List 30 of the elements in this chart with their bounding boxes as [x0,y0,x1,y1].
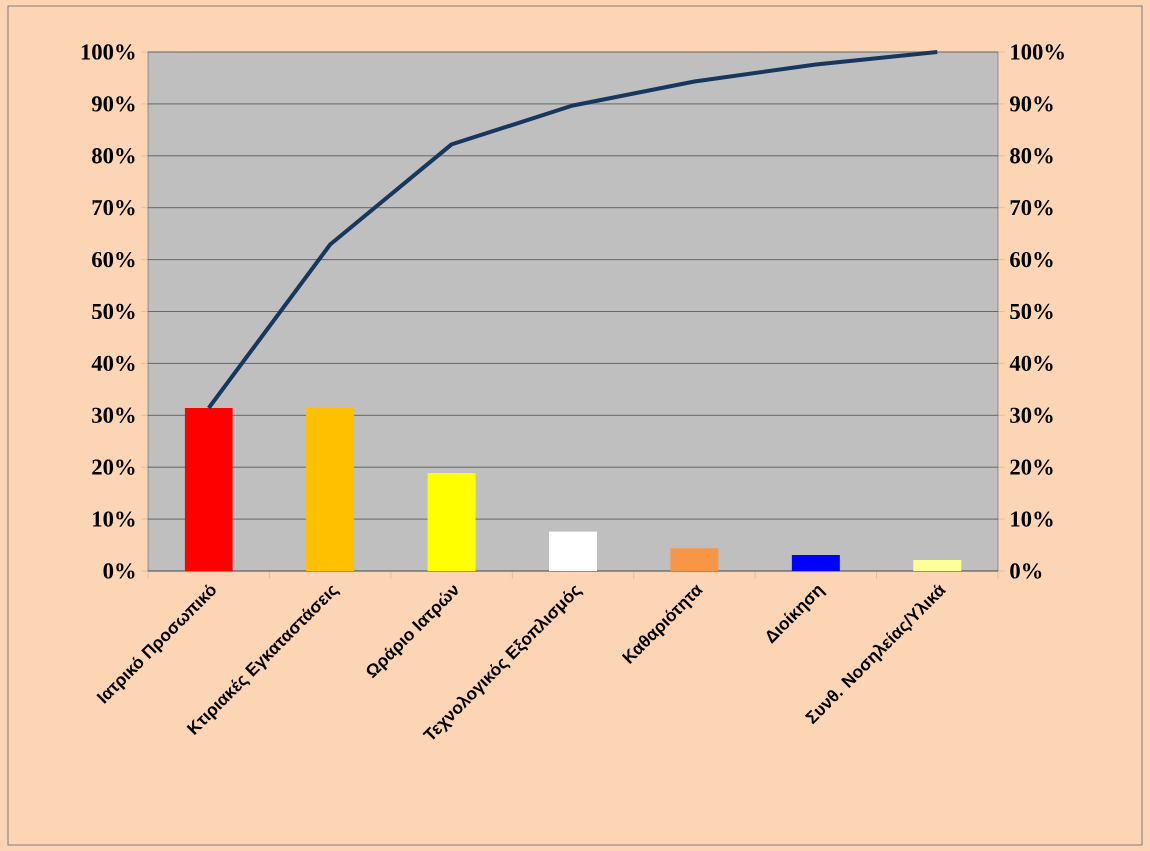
bar [549,531,597,571]
bar [184,408,233,571]
y2-tick-label: 0% [1010,563,1042,579]
y-tick-label: 0% [103,563,135,579]
y2-tick-label: 100% [1011,44,1064,60]
y2-tick-label: 60% [1010,251,1053,268]
y2-tick-label: 80% [1010,148,1053,164]
bar [306,408,355,571]
y-tick-label: 80% [92,148,135,164]
y-tick-label: 10% [93,511,135,527]
y-tick-label: 40% [91,355,135,372]
bar [427,472,476,571]
y2-tick-label: 50% [1010,303,1053,320]
y2-tick-label: 70% [1010,200,1053,216]
y-tick-label: 70% [92,200,135,216]
y2-tick-label: 30% [1010,407,1053,423]
y2-tick-label: 10% [1011,511,1053,527]
y2-tick-label: 90% [1010,96,1053,112]
bar [913,560,962,571]
line-series [206,50,940,411]
y-tick-label: 90% [91,96,135,112]
y-tick-label: 100% [81,44,135,60]
bar [791,554,840,571]
y2-tick-label: 20% [1010,459,1053,475]
bar [670,548,719,571]
y-tick-label: 20% [92,459,135,475]
y-tick-label: 60% [92,251,135,268]
y2-tick-label: 40% [1009,355,1053,372]
y-tick-label: 50% [92,303,135,320]
y-tick-label: 30% [92,407,135,423]
